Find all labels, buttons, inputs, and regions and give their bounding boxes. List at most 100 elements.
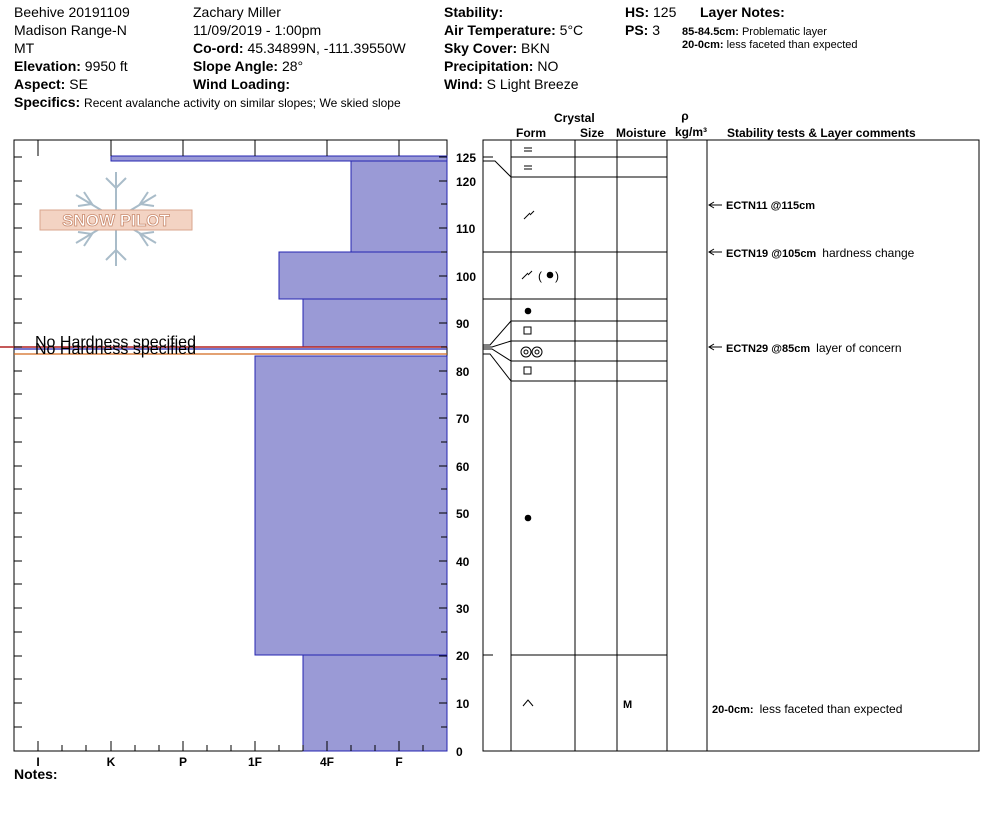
depth-label: 60: [456, 460, 470, 474]
wind-loading-label: Wind Loading:: [193, 76, 291, 92]
depth-label: 80: [456, 365, 470, 379]
hardness-bar: [302, 654, 448, 752]
wind-label: Wind:: [444, 76, 483, 92]
elevation-label: Elevation:: [14, 58, 81, 74]
no-hardness-label: No Hardness specified: [35, 341, 196, 358]
depth-label: 100: [456, 270, 477, 284]
depth-label: 120: [456, 175, 477, 189]
layer-note: 85-84.5cm: Problematic layer: [682, 24, 827, 40]
coord-label: Co-ord:: [193, 40, 244, 56]
rounded-grain-dot: [546, 271, 554, 279]
aspect-value: SE: [69, 76, 88, 92]
logo-wordmark: SNOW PILOT: [62, 211, 170, 230]
air-temp-row: Air Temperature: 5°C: [444, 22, 583, 38]
moisture-header: Moisture: [616, 126, 667, 140]
equals-symbol: [524, 165, 532, 170]
slope-label: Slope Angle:: [193, 58, 279, 74]
depth-label: 0: [456, 745, 463, 759]
crystal-header: Crystal: [554, 111, 595, 125]
ps-label: PS:: [625, 22, 649, 38]
sky-value: BKN: [521, 40, 550, 56]
layer-note-text: Problematic layer: [741, 26, 827, 38]
depth-axis-ticks: [439, 156, 447, 728]
size-header: Size: [580, 126, 605, 140]
coord-row: Co-ord: 45.34899N, -111.39550W: [193, 40, 406, 56]
notes-label: Notes:: [14, 766, 58, 782]
layer-note: 20-0cm: less faceted than expected: [682, 37, 858, 53]
layer-notes-label: Layer Notes:: [700, 4, 785, 20]
grain-form-symbols: [520, 147, 543, 707]
obs-datetime: 11/09/2019 - 1:00pm: [193, 22, 322, 38]
sky-label: Sky Cover:: [444, 40, 518, 56]
depth-label: 70: [456, 412, 470, 426]
aspect-row: Aspect: SE: [14, 76, 88, 92]
rounded-grain-dot: [524, 514, 532, 522]
surface-hoar-double-circle-symbol: [520, 346, 543, 358]
stability-header: Stability tests & Layer comments: [727, 126, 916, 140]
aspect-label: Aspect:: [14, 76, 66, 92]
test-result: ECTN29 @85cm: [726, 343, 811, 355]
test-result: ECTN19 @105cm: [726, 248, 817, 260]
hardness-bars: [110, 155, 448, 752]
specifics-row: Specifics: Recent avalanche activity on …: [14, 94, 401, 111]
hardness-top-ticks: [37, 140, 400, 156]
depth-label: 50: [456, 507, 470, 521]
depth-hoar-symbol: [522, 699, 534, 707]
layer-table-columns: [510, 140, 708, 751]
layer-comment-text: less faceted than expected: [759, 702, 903, 716]
moisture-value: M: [623, 699, 633, 711]
test-result: ECTN11 @115cm: [726, 200, 815, 212]
density-symbol: ρ: [681, 109, 689, 123]
hardness-label: K: [106, 755, 116, 769]
coord-value: 45.34899N, -111.39550W: [247, 40, 406, 56]
layer-note-depth: 20-0cm:: [682, 39, 724, 51]
faceted-square-symbol: [523, 366, 532, 375]
precip-row: Precipitation: NO: [444, 58, 558, 74]
decomposing-fragments-symbol: [523, 210, 535, 220]
slope-row: Slope Angle: 28°: [193, 58, 303, 74]
observer: Zachary Miller: [193, 4, 281, 20]
site-name: Beehive 20191109: [14, 4, 130, 20]
slope-value: 28°: [281, 58, 304, 74]
precip-value: NO: [537, 58, 559, 74]
hardness-label: 4F: [319, 755, 334, 769]
hs-label: HS:: [625, 4, 650, 20]
hardness-label: F: [395, 755, 403, 769]
specifics-value: Recent avalanche activity on similar slo…: [84, 96, 401, 110]
depth-connector-lines: [483, 156, 512, 656]
elevation-row: Elevation: 9950 ft: [14, 58, 128, 74]
wind-row: Wind: S Light Breeze: [444, 76, 578, 92]
snow-pilot-logo: SNOW PILOT: [38, 170, 194, 275]
layer-comment: 20-0cm: less faceted than expected: [712, 701, 902, 718]
stability-test-arrows: [708, 201, 722, 351]
paren-close: ): [555, 269, 559, 283]
form-header: Form: [516, 126, 546, 140]
layer-note-text: less faceted than expected: [726, 39, 858, 51]
density-unit: kg/m³: [675, 125, 708, 139]
hardness-label: 1F: [247, 755, 262, 769]
hardness-bottom-ticks: [37, 741, 424, 751]
elevation-value: 9950 ft: [84, 58, 128, 74]
depth-label: 10: [456, 697, 470, 711]
state: MT: [14, 40, 35, 56]
precip-label: Precipitation:: [444, 58, 534, 74]
depth-label: 30: [456, 602, 470, 616]
stability-test: ECTN29 @85cm layer of concern: [726, 340, 902, 357]
air-temp-value: 5°C: [559, 22, 584, 38]
hardness-bar: [302, 298, 448, 348]
hs-row: HS: 125: [625, 4, 676, 20]
test-comment: layer of concern: [816, 341, 902, 355]
equals-symbol: [524, 147, 532, 152]
left-depth-ticks: [14, 156, 22, 728]
no-hardness-label: No Hardness specified: [35, 334, 196, 351]
hs-value: 125: [653, 4, 677, 20]
hardness-bar: [350, 160, 448, 253]
ps-row: PS: 3: [625, 22, 660, 38]
layer-table-rows: [511, 156, 667, 656]
hardness-bar: [110, 155, 448, 162]
wind-value: S Light Breeze: [486, 76, 579, 92]
specifics-label: Specifics:: [14, 94, 81, 110]
stability-test: ECTN19 @105cm hardness change: [726, 245, 914, 262]
depth-label: 110: [456, 222, 476, 236]
